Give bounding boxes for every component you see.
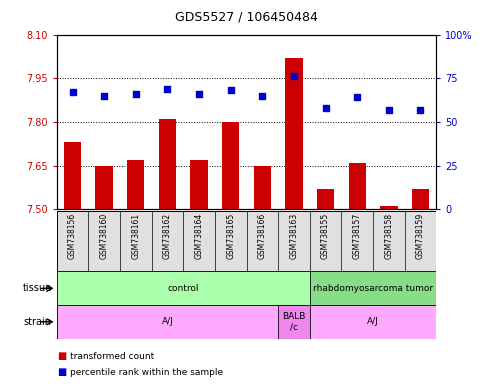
Text: A/J: A/J <box>367 317 379 326</box>
Bar <box>64 142 81 209</box>
Bar <box>127 160 144 209</box>
Bar <box>285 58 303 209</box>
Bar <box>159 119 176 209</box>
Bar <box>412 189 429 209</box>
Point <box>290 73 298 79</box>
Point <box>258 93 266 99</box>
Point <box>164 86 172 92</box>
Text: GSM738162: GSM738162 <box>163 213 172 259</box>
Bar <box>310 271 436 305</box>
Point <box>321 105 329 111</box>
Text: BALB
/c: BALB /c <box>282 312 306 331</box>
Point <box>132 91 140 97</box>
Text: ■: ■ <box>57 351 66 361</box>
Point <box>227 88 235 94</box>
Bar <box>57 271 310 305</box>
Text: GSM738156: GSM738156 <box>68 213 77 259</box>
Text: ■: ■ <box>57 367 66 377</box>
Text: GSM738155: GSM738155 <box>321 213 330 259</box>
Text: control: control <box>168 284 199 293</box>
Text: GSM738166: GSM738166 <box>258 213 267 259</box>
Text: tissue: tissue <box>23 283 52 293</box>
Bar <box>317 189 334 209</box>
Point <box>353 94 361 101</box>
Text: GSM738160: GSM738160 <box>100 213 108 259</box>
Bar <box>278 305 310 339</box>
Text: GSM738157: GSM738157 <box>352 213 362 259</box>
Point <box>385 107 393 113</box>
Text: GDS5527 / 106450484: GDS5527 / 106450484 <box>175 11 318 24</box>
Point <box>417 107 424 113</box>
Text: A/J: A/J <box>162 317 174 326</box>
Bar <box>349 163 366 209</box>
Bar <box>253 166 271 209</box>
Text: transformed count: transformed count <box>70 352 155 361</box>
Bar <box>190 160 208 209</box>
Bar <box>310 305 436 339</box>
Text: strain: strain <box>24 317 52 327</box>
Text: percentile rank within the sample: percentile rank within the sample <box>70 368 224 377</box>
Text: GSM738165: GSM738165 <box>226 213 235 259</box>
Bar <box>380 206 397 209</box>
Text: GSM738163: GSM738163 <box>289 213 298 259</box>
Point <box>69 89 76 95</box>
Point <box>100 93 108 99</box>
Text: GSM738159: GSM738159 <box>416 213 425 259</box>
Bar <box>96 166 113 209</box>
Point <box>195 91 203 97</box>
Text: GSM738164: GSM738164 <box>195 213 204 259</box>
Text: GSM738158: GSM738158 <box>385 213 393 259</box>
Bar <box>57 305 278 339</box>
Text: rhabdomyosarcoma tumor: rhabdomyosarcoma tumor <box>313 284 433 293</box>
Text: GSM738161: GSM738161 <box>131 213 141 259</box>
Bar <box>222 122 240 209</box>
